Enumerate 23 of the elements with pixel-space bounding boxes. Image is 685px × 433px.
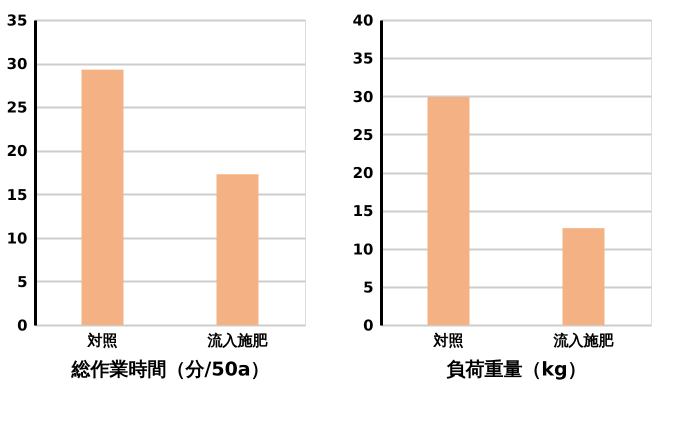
x-tick-label: 対照: [432, 332, 464, 350]
y-tick-label: 0: [363, 316, 374, 334]
y-tick-label: 20: [352, 164, 374, 182]
y-tick-label: 30: [6, 55, 28, 74]
y-tick-label: 10: [352, 240, 374, 258]
y-tick-label: 25: [352, 126, 374, 144]
x-tick-label: 流入施肥: [552, 332, 614, 350]
y-tick-label: 30: [352, 88, 374, 106]
y-tick-label: 35: [352, 50, 374, 68]
x-tick-label: 流入施肥: [206, 332, 268, 350]
y-tick-label: 25: [6, 98, 28, 117]
y-tick-label: 15: [6, 186, 28, 204]
y-tick-label: 15: [352, 202, 374, 220]
y-tick-label: 35: [6, 12, 28, 30]
x-axis-title: 負荷重量（kg）: [446, 358, 587, 380]
y-tick-label: 40: [352, 12, 374, 30]
x-tick-label: 対照: [86, 332, 118, 350]
y-tick-label: 5: [17, 272, 28, 291]
y-tick-label: 10: [6, 229, 28, 248]
x-axis-title: 総作業時間（分/50a）: [70, 358, 270, 380]
y-tick-label: 20: [6, 142, 28, 160]
y-tick-label: 5: [363, 278, 374, 296]
y-tick-label: 0: [17, 316, 28, 334]
